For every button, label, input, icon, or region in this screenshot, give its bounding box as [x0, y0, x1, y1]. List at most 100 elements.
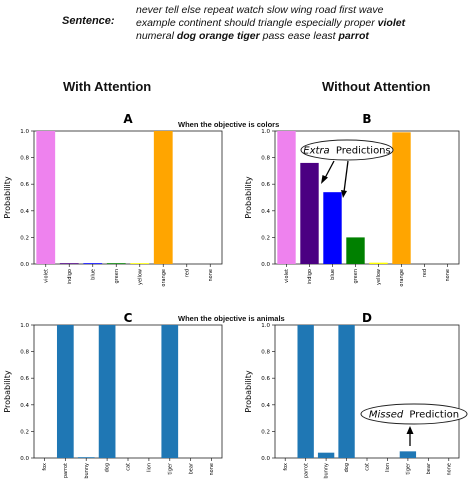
- y-tick-label: 0.4: [261, 209, 270, 215]
- panel-letter-b: B: [362, 112, 371, 126]
- sentence-block: Sentence: never tell else repeat watch s…: [0, 4, 474, 44]
- missed-prediction-callout: Missed Prediction: [360, 403, 468, 446]
- y-axis-label: Probability: [244, 176, 253, 219]
- bar-blue: [323, 192, 342, 264]
- bar-green: [346, 237, 365, 264]
- panel-letter-d: D: [362, 311, 372, 325]
- bar-orange: [392, 132, 411, 264]
- chart-panel-a: A 0.0 0.2 0.4 0.6 0.8 1.0 Probability violet indi…: [3, 112, 223, 287]
- x-tick-label-fox: fox: [283, 463, 289, 471]
- arrow-to-indigo: [324, 160, 335, 179]
- bar-dog: [338, 325, 355, 458]
- x-tick-label-lion: lion: [385, 463, 391, 472]
- x-tick-label-none: none: [209, 463, 215, 475]
- sentence-line-2: example continent should triangle especi…: [136, 17, 405, 29]
- x-tick-label-bear: bear: [426, 462, 432, 474]
- y-tick-label: 1.0: [20, 323, 29, 329]
- sentence-line-3-text-b: pass ease least: [262, 30, 336, 42]
- x-tick-label-indigo: indigo: [67, 269, 73, 284]
- x-tick-label-dog: dog: [105, 463, 111, 472]
- objective-animals-label: When the objective is animals: [178, 314, 285, 323]
- y-tick-label: 0.4: [20, 403, 29, 409]
- x-tick-label-bunny: bunny: [84, 463, 90, 479]
- x-tick-label-bunny: bunny: [324, 463, 330, 479]
- y-tick-label: 0.4: [261, 403, 270, 409]
- y-tick-label: 1.0: [261, 129, 270, 135]
- y-tick-label: 0.4: [20, 209, 29, 215]
- x-tick-label-tiger: tiger: [167, 462, 173, 475]
- sentence-line-1: never tell else repeat watch slow wing r…: [136, 4, 384, 16]
- sentence-line-3-text-a: numeral: [136, 30, 174, 42]
- missed-prediction-ellipse: [360, 403, 468, 425]
- x-tick-label-yellow: yellow: [376, 269, 382, 285]
- y-tick-label: 0.0: [20, 456, 29, 462]
- bar-green: [106, 263, 126, 264]
- missed-word: Missed: [369, 410, 404, 421]
- bar-dog: [98, 325, 116, 458]
- y-tick-label: 0.8: [261, 350, 270, 356]
- sentence-line-2-text: example continent should triangle especi…: [136, 17, 375, 29]
- extra-predictions-callout: Extra Predictions: [300, 139, 394, 198]
- x-tick-label-orange: orange: [399, 269, 405, 287]
- x-tick-label-parrot: parrot: [303, 463, 309, 478]
- y-tick-label: 0.6: [261, 182, 270, 188]
- predictions-word: Predictions: [336, 146, 391, 157]
- y-tick-label: 0.2: [261, 429, 270, 435]
- chart-panel-d: D 0.0 0.2 0.4 0.6 0.8 1.0 Probability fox parrot b…: [244, 311, 460, 479]
- extra-predictions-ellipse: [300, 139, 394, 161]
- x-tick-label-bear: bear: [188, 462, 194, 474]
- missed-prediction-text: Missed Prediction: [369, 410, 459, 421]
- y-tick-label: 0.8: [20, 350, 29, 356]
- bar-blue: [83, 263, 103, 264]
- x-tick-label-tiger: tiger: [405, 462, 411, 475]
- bar-parrot: [56, 325, 74, 458]
- extra-word: Extra: [303, 146, 329, 157]
- y-tick-label: 0.6: [20, 376, 29, 382]
- x-tick-label-cat: cat: [365, 463, 371, 471]
- y-tick-label: 1.0: [20, 129, 29, 135]
- objective-colors-label: When the objective is colors: [178, 120, 280, 129]
- bar-violet: [36, 131, 56, 264]
- x-tick-label-lion: lion: [146, 463, 152, 472]
- y-tick-label: 0.0: [261, 456, 270, 462]
- y-tick-label: 0.2: [20, 429, 29, 435]
- x-tick-label-orange: orange: [161, 269, 167, 287]
- sentence-words-dog-orange-tiger: dog orange tiger: [176, 30, 260, 42]
- x-tick-label-fox: fox: [42, 463, 48, 471]
- sentence-word-violet: violet: [377, 17, 406, 29]
- arrowhead-tiger: [406, 426, 414, 434]
- y-axis-label: Probability: [244, 370, 253, 413]
- x-tick-label-cat: cat: [126, 463, 132, 471]
- plot-frame: [274, 130, 460, 265]
- x-tick-label-green: green: [114, 269, 120, 283]
- arrowhead-blue: [341, 190, 347, 198]
- x-tick-label-red: red: [184, 269, 190, 277]
- sentence-line-3: numeral dog orange tiger pass ease least…: [136, 30, 369, 42]
- x-tick-label-none: none: [446, 463, 452, 475]
- y-axis-label: Probability: [3, 370, 12, 413]
- y-axis-label: Probability: [3, 176, 12, 219]
- bar-indigo: [59, 263, 79, 264]
- arrowhead-indigo: [321, 175, 328, 184]
- extra-predictions-text: Extra Predictions: [303, 146, 390, 157]
- bar-yellow: [130, 263, 150, 264]
- x-tick-label-red: red: [422, 269, 428, 277]
- chart-panel-b: B 0.0 0.2 0.4 0.6 0.8 1.0 Probability violet indi…: [244, 112, 460, 287]
- y-tick-label: 0.8: [261, 156, 270, 162]
- panel-letter-a: A: [123, 112, 133, 126]
- x-tick-label-yellow: yellow: [137, 269, 143, 285]
- heading-without-attention: Without Attention: [322, 79, 431, 94]
- y-tick-label: 1.0: [261, 323, 270, 329]
- y-tick-label: 0.2: [20, 235, 29, 241]
- x-tick-label-blue: blue: [330, 269, 336, 280]
- bar-yellow: [369, 262, 388, 264]
- heading-with-attention: With Attention: [63, 79, 152, 94]
- y-tick-label: 0.6: [20, 182, 29, 188]
- y-tick-label: 0.2: [261, 235, 270, 241]
- x-tick-label-blue: blue: [90, 269, 96, 280]
- bar-tiger: [161, 325, 179, 458]
- x-tick-label-green: green: [353, 269, 359, 283]
- sentence-label: Sentence:: [62, 15, 115, 27]
- x-tick-label-indigo: indigo: [307, 269, 313, 284]
- x-tick-label-parrot: parrot: [63, 463, 69, 478]
